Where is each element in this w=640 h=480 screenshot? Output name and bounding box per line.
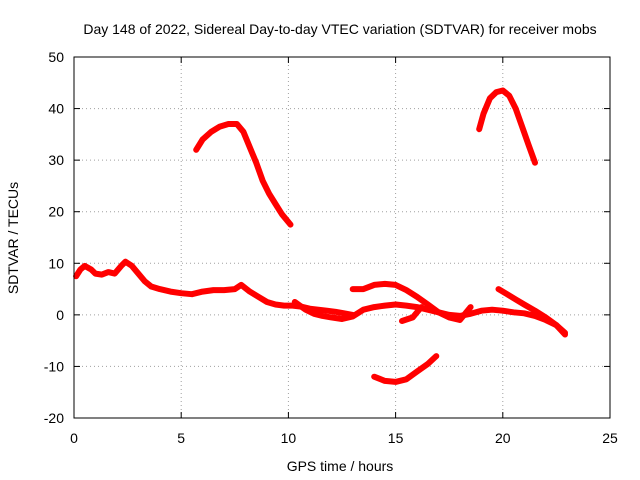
x-tick-label: 20 — [495, 430, 511, 446]
y-tick-label: 0 — [56, 307, 64, 323]
axis-ticks — [73, 56, 611, 419]
chart-title: Day 148 of 2022, Sidereal Day-to-day VTE… — [83, 21, 596, 37]
series-arc-5 — [371, 353, 440, 385]
series-arc-1 — [73, 258, 356, 318]
series-arc-3 — [291, 299, 568, 336]
x-tick-label: 5 — [177, 430, 185, 446]
series-group — [73, 87, 568, 385]
y-tick-labels: -20 -10 0 10 20 30 40 50 — [44, 49, 64, 426]
y-tick-label: 40 — [48, 101, 64, 117]
y-tick-label: 30 — [48, 152, 64, 168]
series-arc-6 — [399, 304, 425, 324]
y-tick-label: 50 — [48, 49, 64, 65]
series-arc-8 — [476, 87, 538, 166]
x-tick-label: 10 — [281, 430, 297, 446]
plot-frame — [73, 56, 611, 419]
series-arc-4 — [349, 280, 474, 323]
y-tick-label: 10 — [48, 255, 64, 271]
x-axis-label: GPS time / hours — [287, 458, 394, 474]
x-tick-label: 15 — [388, 430, 404, 446]
x-tick-labels: 0 5 10 15 20 25 — [70, 430, 618, 446]
grid — [74, 57, 610, 418]
x-tick-label: 0 — [70, 430, 78, 446]
y-tick-label: -20 — [44, 410, 64, 426]
y-tick-label: 20 — [48, 204, 64, 220]
series-arc-2 — [193, 121, 294, 228]
y-tick-label: -10 — [44, 358, 64, 374]
y-axis-label: SDTVAR / TECUs — [5, 182, 21, 294]
series-arc-7 — [495, 286, 568, 338]
x-tick-label: 25 — [602, 430, 618, 446]
